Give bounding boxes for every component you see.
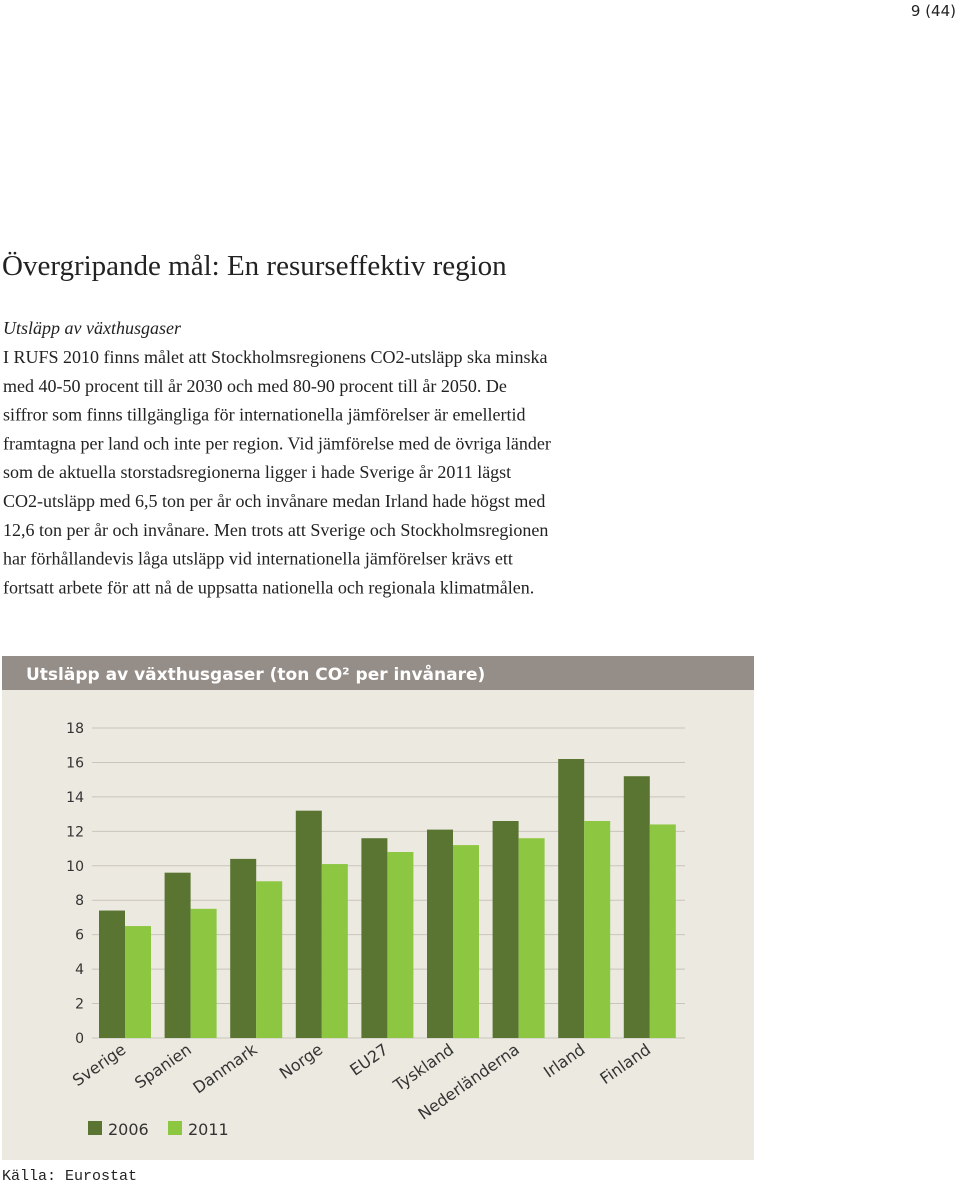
legend-label: 2006 xyxy=(108,1120,149,1139)
y-tick-label: 2 xyxy=(75,997,84,1013)
bar xyxy=(230,858,257,1038)
paragraph-line: I RUFS 2010 finns målet att Stockholmsre… xyxy=(3,347,547,367)
y-tick-label: 6 xyxy=(75,928,84,944)
bar xyxy=(295,810,322,1038)
bar xyxy=(190,908,217,1038)
y-tick-label: 16 xyxy=(66,755,84,771)
bar xyxy=(321,864,348,1038)
bar xyxy=(427,829,453,1038)
paragraph-line: med 40-50 procent till år 2030 och med 8… xyxy=(3,376,507,396)
bar xyxy=(387,852,414,1038)
paragraph-line: CO2-utsläpp med 6,5 ton per år och invån… xyxy=(3,491,545,511)
bar xyxy=(649,824,676,1038)
legend-label: 2011 xyxy=(188,1120,229,1139)
y-tick-label: 0 xyxy=(75,1031,84,1047)
page-number: 9 (44) xyxy=(911,2,956,20)
bar xyxy=(492,821,519,1038)
bar xyxy=(125,926,151,1038)
bar xyxy=(453,845,479,1038)
paragraph-line: som de aktuella storstadsregionerna ligg… xyxy=(3,462,511,482)
paragraph-line: 12,6 ton per år och invånare. Men trots … xyxy=(3,520,548,540)
bar xyxy=(558,759,585,1038)
subheading: Utsläpp av växthusgaser xyxy=(3,318,182,338)
heading: Övergripande mål: En resurseffektiv regi… xyxy=(2,250,507,282)
legend-swatch xyxy=(168,1121,182,1135)
y-tick-label: 10 xyxy=(66,859,84,875)
bar xyxy=(164,872,191,1038)
source: Källa: Eurostat xyxy=(2,1168,137,1184)
bar xyxy=(256,881,283,1038)
paragraph-line: har förhållandevis låga utsläpp vid inte… xyxy=(3,549,513,569)
y-tick-label: 8 xyxy=(75,893,84,909)
y-tick-label: 14 xyxy=(66,790,84,806)
y-tick-label: 12 xyxy=(66,824,84,840)
bar xyxy=(99,910,125,1038)
bar xyxy=(584,821,611,1038)
paragraph-line: siffror som finns tillgängliga för inter… xyxy=(3,405,526,425)
paragraph-line: framtagna per land och inte per region. … xyxy=(3,433,551,453)
paragraph-line: fortsatt arbete för att nå de uppsatta n… xyxy=(3,577,534,597)
y-tick-label: 4 xyxy=(75,962,84,978)
y-tick-label: 18 xyxy=(66,721,84,737)
chart-title-bar xyxy=(2,656,754,690)
bar xyxy=(361,838,388,1038)
bar xyxy=(518,838,545,1038)
bar xyxy=(623,776,650,1038)
legend-swatch xyxy=(88,1121,102,1135)
chart-title: Utsläpp av växthusgaser (ton CO² per inv… xyxy=(26,663,485,685)
